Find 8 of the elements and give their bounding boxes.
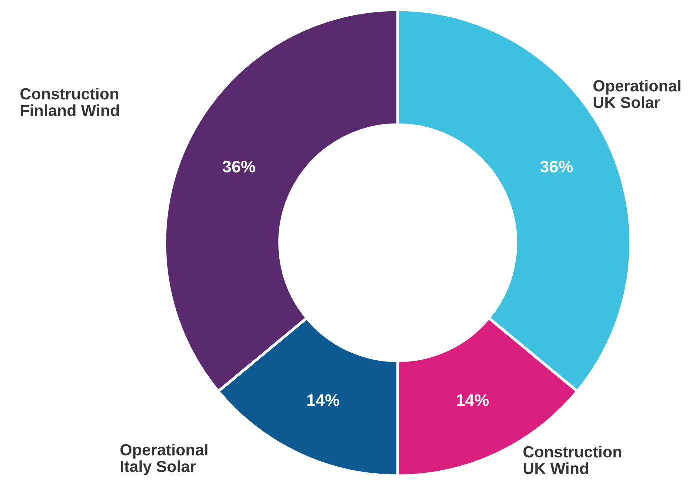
data-label: 14% (457, 394, 489, 406)
data-label: 14% (308, 394, 340, 406)
slice-label: Operational UK Solar (594, 80, 681, 108)
data-label: 36% (540, 160, 574, 173)
slice-label: Construction UK Wind (524, 446, 622, 474)
data-label: 36% (222, 160, 256, 173)
slice-label: Construction Finland Wind (20, 88, 120, 116)
slice-label: Operational Italy Solar (120, 444, 208, 476)
